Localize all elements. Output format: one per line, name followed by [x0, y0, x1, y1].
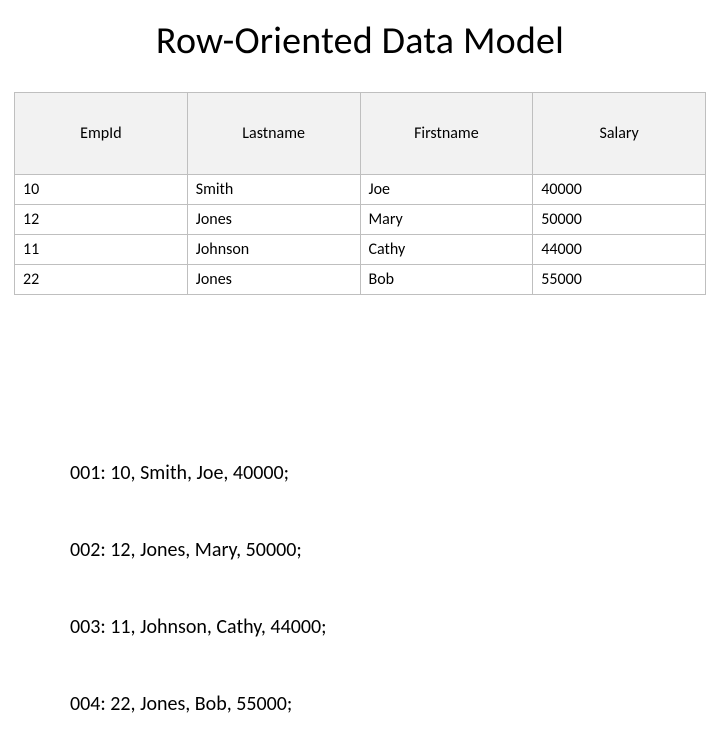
cell-firstname: Joe [360, 175, 533, 205]
cell-salary: 40000 [533, 175, 706, 205]
cell-firstname: Cathy [360, 235, 533, 265]
col-empid: EmpId [15, 93, 188, 175]
raw-line: 004: 22, Jones, Bob, 55000; [70, 692, 326, 718]
cell-salary: 55000 [533, 265, 706, 295]
cell-lastname: Jones [187, 205, 360, 235]
cell-empid: 11 [15, 235, 188, 265]
table-row: 10 Smith Joe 40000 [15, 175, 706, 205]
cell-lastname: Smith [187, 175, 360, 205]
cell-salary: 50000 [533, 205, 706, 235]
col-lastname: Lastname [187, 93, 360, 175]
cell-empid: 12 [15, 205, 188, 235]
col-salary: Salary [533, 93, 706, 175]
raw-storage-block: 001: 10, Smith, Joe, 40000; 002: 12, Jon… [70, 410, 326, 743]
cell-empid: 22 [15, 265, 188, 295]
cell-firstname: Mary [360, 205, 533, 235]
cell-salary: 44000 [533, 235, 706, 265]
raw-line: 002: 12, Jones, Mary, 50000; [70, 538, 326, 564]
table-row: 12 Jones Mary 50000 [15, 205, 706, 235]
table-row: 11 Johnson Cathy 44000 [15, 235, 706, 265]
table-row: 22 Jones Bob 55000 [15, 265, 706, 295]
raw-line: 003: 11, Johnson, Cathy, 44000; [70, 615, 326, 641]
col-firstname: Firstname [360, 93, 533, 175]
cell-empid: 10 [15, 175, 188, 205]
cell-lastname: Johnson [187, 235, 360, 265]
cell-lastname: Jones [187, 265, 360, 295]
cell-firstname: Bob [360, 265, 533, 295]
slide-title: Row-Oriented Data Model [0, 18, 720, 64]
employee-table: EmpId Lastname Firstname Salary 10 Smith… [14, 92, 706, 295]
table-header-row: EmpId Lastname Firstname Salary [15, 93, 706, 175]
raw-line: 001: 10, Smith, Joe, 40000; [70, 461, 326, 487]
